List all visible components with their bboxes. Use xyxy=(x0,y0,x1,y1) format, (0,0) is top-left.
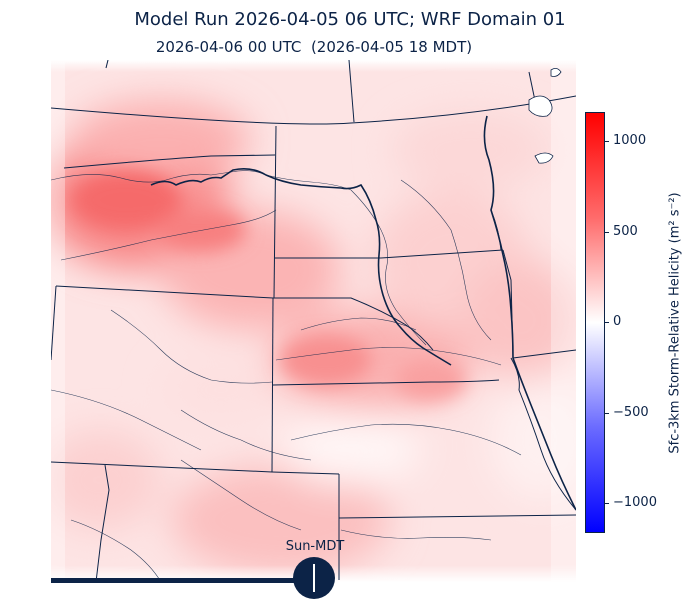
colorbar-tick-label: 1000 xyxy=(613,133,647,148)
lakes xyxy=(528,68,562,164)
colorbar-tick-label: 0 xyxy=(613,314,622,329)
red-river xyxy=(483,115,576,511)
colorbar-title: Sfc-3km Storm-Relative Helicity (m² s⁻²) xyxy=(667,192,683,454)
colorbar-tick xyxy=(605,232,609,233)
colorbar-tick-label: −1000 xyxy=(613,495,657,510)
colorbar-tick xyxy=(605,141,609,142)
missouri-river xyxy=(150,168,452,366)
colorbar-tick xyxy=(605,322,609,323)
sun-clock-icon xyxy=(293,557,335,599)
state-boundaries xyxy=(51,60,576,582)
colorbar-tick-label: −500 xyxy=(613,405,649,420)
colorbar-tick xyxy=(605,503,609,504)
colorbar xyxy=(585,112,605,533)
time-progress-bar xyxy=(51,578,313,583)
rivers xyxy=(51,170,522,582)
chart-title: Model Run 2026-04-05 06 UTC; WRF Domain … xyxy=(134,9,566,30)
helicity-map xyxy=(51,60,576,582)
helicity-core xyxy=(71,170,466,400)
valid-time-subtitle: 2026-04-06 00 UTC (2026-04-05 18 MDT) xyxy=(155,38,473,56)
colorbar-tick xyxy=(605,413,609,414)
sun-indicator-label: Sun-MDT xyxy=(285,539,345,554)
colorbar-tick-label: 500 xyxy=(613,224,638,239)
